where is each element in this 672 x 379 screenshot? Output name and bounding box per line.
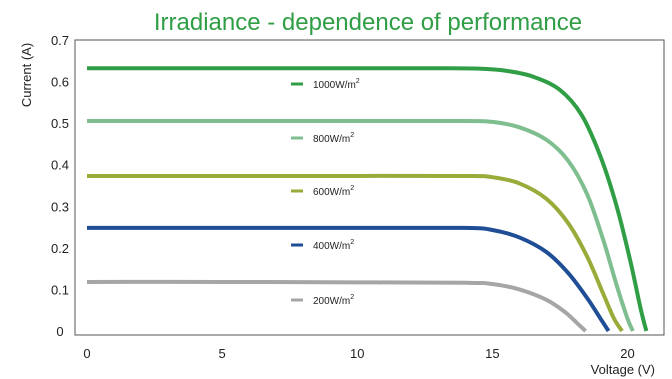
legend-label-superscript: 2 [350, 239, 354, 246]
chart-title: Irradiance - dependence of performance [154, 9, 582, 36]
legend-label-text: 200W/m [313, 296, 350, 307]
legend-label: 1000W/m2 [313, 78, 360, 91]
legend-label: 800W/m2 [313, 132, 354, 145]
legend-label-text: 1000W/m [313, 80, 356, 91]
y-tick-labels: 0 0.1 0.2 0.3 0.4 0.5 0.6 0.7 [51, 33, 69, 339]
legend-label-superscript: 2 [350, 294, 354, 301]
plot-frame [74, 39, 665, 336]
y-tick-label: 0.6 [51, 75, 69, 90]
x-tick-labels: 0 5 10 15 20 [83, 346, 634, 361]
legend-label-superscript: 2 [356, 78, 360, 85]
x-tick-label: 15 [485, 346, 499, 361]
y-tick-label: 0.3 [51, 199, 69, 214]
legend-label: 600W/m2 [313, 185, 354, 198]
y-tick-label: 0 [56, 324, 63, 339]
series-lines [86, 66, 649, 333]
legend-label-text: 600W/m [313, 187, 350, 198]
series-line-200w-m2 [86, 279, 587, 333]
x-tick-label: 0 [83, 346, 90, 361]
legend-label: 200W/m2 [313, 294, 354, 307]
x-tick-label: 10 [350, 346, 364, 361]
legend-label: 400W/m2 [313, 239, 354, 252]
legend-label-superscript: 2 [350, 132, 354, 139]
y-tick-label: 0.7 [51, 33, 69, 48]
y-tick-label: 0.1 [51, 282, 69, 297]
series-line-400w-m2 [86, 225, 611, 333]
series-line-800w-m2 [87, 119, 635, 332]
legend-label-text: 400W/m [313, 241, 350, 252]
y-tick-label: 0.2 [51, 241, 69, 256]
x-axis-label: Voltage (V) [591, 362, 655, 377]
series-line-1000w-m2 [86, 66, 649, 332]
legend-label-superscript: 2 [350, 185, 354, 192]
y-tick-label: 0.5 [51, 116, 69, 131]
series-line-600w-m2 [87, 173, 624, 333]
x-tick-label: 20 [620, 346, 634, 361]
y-axis-label: Current (A) [19, 43, 34, 107]
y-tick-label: 0.4 [51, 158, 69, 173]
x-tick-label: 5 [218, 346, 225, 361]
legend-label-text: 800W/m [313, 134, 350, 145]
